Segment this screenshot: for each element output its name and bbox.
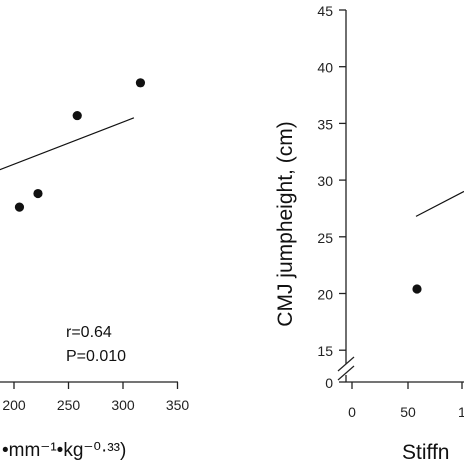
- right-data-point: [412, 284, 422, 294]
- right-axis-break-mark-1: [337, 356, 355, 372]
- right-y-tick-label: 30: [317, 173, 333, 189]
- right-y-tick-label: 45: [317, 3, 333, 19]
- right-fit-line: [415, 190, 464, 217]
- right-panel: 45 40 35 30 25 20 15 0 0 50 10 CMJ jumpheight, (c…: [274, 3, 464, 464]
- right-axis-break-mark-2: [337, 365, 355, 381]
- right-y-tick-label: 0: [325, 375, 333, 391]
- left-stat-r: r=0.64: [66, 324, 112, 341]
- left-data-point: [14, 202, 25, 212]
- right-x-tick-label: 10: [458, 404, 464, 420]
- right-x-tick-label: 50: [400, 404, 416, 420]
- right-points: [412, 284, 422, 294]
- left-stat-p: P=0.010: [66, 348, 126, 365]
- right-y-tick-label: 15: [317, 343, 333, 359]
- right-x-axis-title: Stiffn: [402, 441, 449, 464]
- right-y-axis-title: CMJ jumpheight, (cm): [274, 121, 297, 326]
- right-x-tick-label: 0: [348, 404, 356, 420]
- left-points: [14, 78, 146, 212]
- left-x-tick-label: 200: [2, 397, 26, 413]
- left-x-tick-label: 250: [57, 397, 81, 413]
- left-data-point: [135, 78, 146, 88]
- right-y-tick-label: 35: [317, 116, 333, 132]
- right-y-tick-label: 20: [317, 287, 333, 303]
- left-data-point: [33, 188, 43, 199]
- left-x-ticks: 200 250 300 350: [2, 382, 189, 413]
- left-fit-line: [0, 117, 135, 171]
- right-x-ticks: 0 50 10: [348, 382, 464, 420]
- left-x-tick-label: 350: [166, 397, 190, 413]
- left-x-axis-title: •mm⁻¹•kg⁻⁰·³³): [2, 440, 126, 461]
- left-x-tick-label: 300: [111, 397, 135, 413]
- right-y-ticks: 45 40 35 30 25 20 15 0: [317, 3, 346, 391]
- right-y-tick-label: 40: [317, 60, 333, 76]
- left-data-point: [72, 110, 82, 121]
- left-panel: 200 250 300 350 r=0.64 P=0.010 •mm⁻¹•kg⁻⁰·³…: [0, 78, 189, 461]
- right-y-tick-label: 25: [317, 230, 333, 246]
